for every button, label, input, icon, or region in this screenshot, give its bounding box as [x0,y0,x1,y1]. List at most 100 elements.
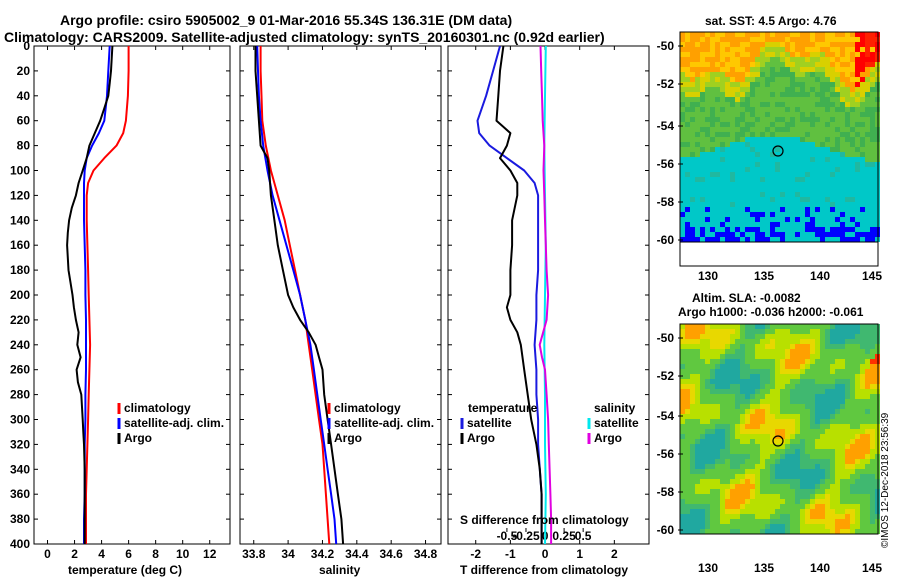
map-cell [735,67,740,72]
map-cell [845,469,850,474]
map-cell [755,459,760,464]
map-cell [720,117,725,122]
map-cell [685,494,690,499]
depth-tick-label: 140 [10,213,30,227]
map-cell [810,334,815,339]
map-cell [860,519,865,524]
map-cell [850,232,855,237]
x-tick-label: 6 [125,547,132,561]
map-cell [720,514,725,519]
map-cell [710,494,715,499]
map-cell [740,62,745,67]
map-cell [775,469,780,474]
map-cell [860,389,865,394]
map-cell [850,212,855,217]
map-cell [795,42,800,47]
map-cell [785,107,790,112]
map-cell [705,469,710,474]
map-cell [835,444,840,449]
map-cell [785,172,790,177]
map-cell [795,82,800,87]
map-cell [850,37,855,42]
map-cell [790,424,795,429]
map-cell [700,459,705,464]
map-cell [845,127,850,132]
map-cell [710,67,715,72]
map-cell [830,72,835,77]
map-cell [830,399,835,404]
map-cell [680,147,685,152]
map-cell [755,504,760,509]
map-cell [730,37,735,42]
map-cell [705,57,710,62]
map-cell [815,202,820,207]
map-cell [760,424,765,429]
map-cell [865,419,870,424]
map-cell [780,47,785,52]
map-cell [795,504,800,509]
lat-tick-label: -56 [657,157,675,171]
map-cell [835,454,840,459]
map-cell [795,369,800,374]
map-cell [865,132,870,137]
map-cell [715,107,720,112]
map-cell [705,494,710,499]
map-cell [735,529,740,534]
map-cell [815,207,820,212]
map-cell [680,459,685,464]
map-cell [725,524,730,529]
map-cell [850,152,855,157]
map-cell [760,37,765,42]
map-cell [815,504,820,509]
map-cell [795,77,800,82]
map-cell [870,152,875,157]
map-cell [740,444,745,449]
temperature-legend-climatology: climatology [124,401,191,415]
map-cell [705,137,710,142]
map-cell [765,157,770,162]
map-cell [780,479,785,484]
map-cell [720,479,725,484]
map-cell [725,47,730,52]
temperature-argo-line [66,45,114,544]
map-cell [700,379,705,384]
map-cell [735,479,740,484]
map-cell [850,137,855,142]
map-cell [855,57,860,62]
map-cell [755,339,760,344]
map-cell [730,504,735,509]
map-cell [785,424,790,429]
salinity-legend-climatology: climatology [334,401,401,415]
map-cell [845,232,850,237]
map-cell [845,374,850,379]
map-cell [785,434,790,439]
map-cell [845,354,850,359]
map-cell [710,42,715,47]
map-cell [830,42,835,47]
map-cell [845,137,850,142]
map-cell [865,349,870,354]
map-cell [845,384,850,389]
map-cell [825,394,830,399]
map-cell [700,519,705,524]
map-cell [750,444,755,449]
map-cell [735,57,740,62]
map-cell [760,479,765,484]
map-cell [715,77,720,82]
map-cell [685,519,690,524]
map-cell [830,122,835,127]
map-cell [680,102,685,107]
map-cell [710,354,715,359]
map-cell [720,107,725,112]
map-cell [680,142,685,147]
map-cell [715,464,720,469]
map-cell [700,469,705,474]
map-cell [840,344,845,349]
map-cell [765,152,770,157]
depth-tick-label: 40 [17,89,31,103]
map-cell [835,434,840,439]
map-cell [760,177,765,182]
map-cell [705,37,710,42]
map-cell [810,374,815,379]
map-cell [825,202,830,207]
